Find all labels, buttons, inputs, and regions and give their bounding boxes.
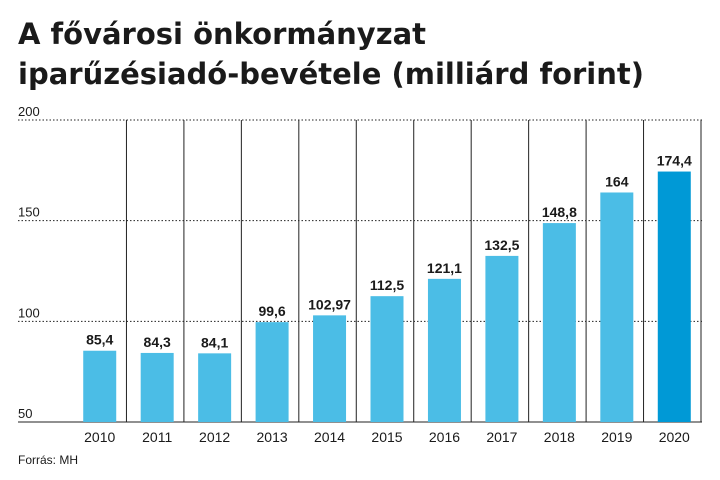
data-label: 102,97 [308,296,351,312]
x-tick-label: 2012 [199,429,230,445]
bar-2020 [657,171,691,422]
x-tick-label: 2019 [601,429,632,445]
data-label: 132,5 [484,237,519,253]
bar-2013 [255,322,289,422]
bar-2012 [198,353,232,422]
data-label: 84,3 [144,334,171,350]
data-label: 164 [605,173,629,189]
data-label: 148,8 [542,204,577,220]
y-tick-label: 100 [18,305,40,320]
x-tick-label: 2016 [429,429,460,445]
data-label: 85,4 [86,332,113,348]
bar-2019 [600,192,634,422]
bar-2010 [83,350,117,422]
x-tick-label: 2010 [84,429,115,445]
y-tick-label: 150 [18,205,40,220]
data-label: 84,1 [201,334,228,350]
data-label: 121,1 [427,260,462,276]
data-label: 174,4 [657,153,692,169]
labels-layer: 50 100 150 200 85,4 2010 84,3 2011 84,1 2012 99,6 2… [18,104,692,445]
x-tick-label: 2013 [257,429,288,445]
grid-layer [18,119,702,423]
bar-2011 [140,352,174,422]
chart-title-line-2: iparűzésiadó-bevétele (milliárd forint) [18,57,644,91]
y-tick-label: 50 [18,406,32,421]
bar-2015 [370,296,404,422]
bar-2016 [427,278,461,422]
x-tick-label: 2018 [544,429,575,445]
data-label: 99,6 [258,303,285,319]
chart-title: A fővárosi önkormányzat iparűzésiadó-bev… [18,14,708,94]
x-tick-label: 2020 [659,429,690,445]
x-tick-label: 2011 [142,429,172,445]
source-note: Forrás: MH [18,453,78,467]
x-tick-label: 2017 [486,429,517,445]
y-tick-label: 200 [18,104,40,119]
bar-2014 [313,315,347,422]
bars-layer [83,171,691,422]
x-tick-label: 2015 [371,429,402,445]
x-tick-label: 2014 [314,429,345,445]
bar-2017 [485,255,519,422]
data-label: 112,5 [370,277,404,293]
chart-title-line-1: A fővárosi önkormányzat [18,17,427,51]
bar-2018 [542,223,576,422]
